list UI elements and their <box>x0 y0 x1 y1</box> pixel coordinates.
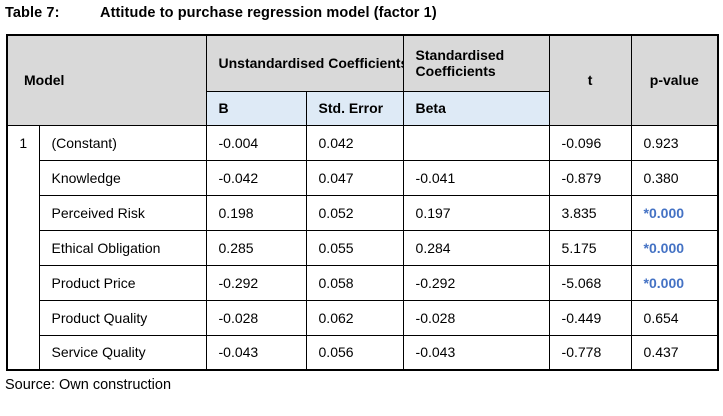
header-unstandardised-coefficients: Unstandardised Coefficients <box>205 34 404 92</box>
b-cell: -0.043 <box>205 334 307 371</box>
std-error-cell: 0.062 <box>305 299 404 336</box>
variable-name-cell: Product Price <box>38 264 207 301</box>
variable-name-cell: Service Quality <box>38 334 207 371</box>
regression-table: Model Unstandardised Coefficients Standa… <box>6 34 720 371</box>
std-error-cell: 0.042 <box>305 124 404 161</box>
t-cell: 3.835 <box>548 194 632 231</box>
header-standardised-coefficients: Standardised Coefficients <box>402 34 550 92</box>
variable-name-cell: Knowledge <box>38 159 207 196</box>
header-beta: Beta <box>402 90 550 126</box>
beta-cell: -0.028 <box>402 299 550 336</box>
variable-name-cell: Perceived Risk <box>38 194 207 231</box>
beta-cell: -0.043 <box>402 334 550 371</box>
b-cell: -0.042 <box>205 159 307 196</box>
table-row: Service Quality -0.043 0.056 -0.043 -0.7… <box>7 334 719 371</box>
table-caption-number: Table 7: <box>5 5 60 21</box>
b-cell: -0.292 <box>205 264 307 301</box>
table-row: Perceived Risk 0.198 0.052 0.197 3.835 *… <box>7 194 719 231</box>
table-row: Product Quality -0.028 0.062 -0.028 -0.4… <box>7 299 719 336</box>
beta-cell: -0.292 <box>402 264 550 301</box>
b-cell: -0.028 <box>205 299 307 336</box>
std-error-cell: 0.058 <box>305 264 404 301</box>
header-row-2: B Std. Error Beta <box>7 90 718 126</box>
beta-cell: 0.284 <box>402 229 550 266</box>
std-error-cell: 0.047 <box>305 159 404 196</box>
t-cell: -0.778 <box>548 334 632 371</box>
t-cell: -5.068 <box>548 264 632 301</box>
variable-name-cell: Product Quality <box>38 299 207 336</box>
header-row-1: Model Unstandardised Coefficients Standa… <box>6 34 719 126</box>
t-cell: -0.879 <box>548 159 632 196</box>
t-cell: -0.449 <box>548 299 632 336</box>
header-t: t <box>548 34 632 126</box>
b-cell: 0.285 <box>205 229 307 266</box>
t-cell: 5.175 <box>548 229 632 266</box>
variable-name-cell: (Constant) <box>38 124 207 161</box>
t-cell: -0.096 <box>548 124 632 161</box>
header-std-error: Std. Error <box>305 90 404 126</box>
beta-cell: 0.197 <box>402 194 550 231</box>
p-value-cell: 0.654 <box>630 299 719 336</box>
table-row: Knowledge -0.042 0.047 -0.041 -0.879 0.3… <box>7 159 719 196</box>
std-error-cell: 0.056 <box>305 334 404 371</box>
b-cell: -0.004 <box>205 124 307 161</box>
source-note: Source: Own construction <box>5 377 172 393</box>
table-caption-title: Attitude to purchase regression model (f… <box>100 5 437 21</box>
std-error-cell: 0.052 <box>305 194 404 231</box>
beta-cell <box>402 124 550 161</box>
table-row: Product Price -0.292 0.058 -0.292 -5.068… <box>7 264 719 301</box>
p-value-cell: 0.437 <box>630 334 719 371</box>
p-value-cell: *0.000 <box>630 194 719 231</box>
header-p-value: p-value <box>630 34 719 126</box>
std-error-cell: 0.055 <box>305 229 404 266</box>
variable-name-cell: Ethical Obligation <box>38 229 207 266</box>
header-b: B <box>205 90 307 126</box>
b-cell: 0.198 <box>205 194 307 231</box>
p-value-cell: 0.923 <box>630 124 719 161</box>
beta-cell: -0.041 <box>402 159 550 196</box>
table-row: Ethical Obligation 0.285 0.055 0.284 5.1… <box>7 229 719 266</box>
table-caption: Table 7: Attitude to purchase regression… <box>0 0 723 21</box>
p-value-cell: 0.380 <box>630 159 719 196</box>
model-number-cell: 1 <box>6 124 40 371</box>
header-model: Model <box>6 34 207 126</box>
p-value-cell: *0.000 <box>630 229 719 266</box>
table-row: 1 (Constant) -0.004 0.042 -0.096 0.923 <box>6 124 719 371</box>
p-value-cell: *0.000 <box>630 264 719 301</box>
